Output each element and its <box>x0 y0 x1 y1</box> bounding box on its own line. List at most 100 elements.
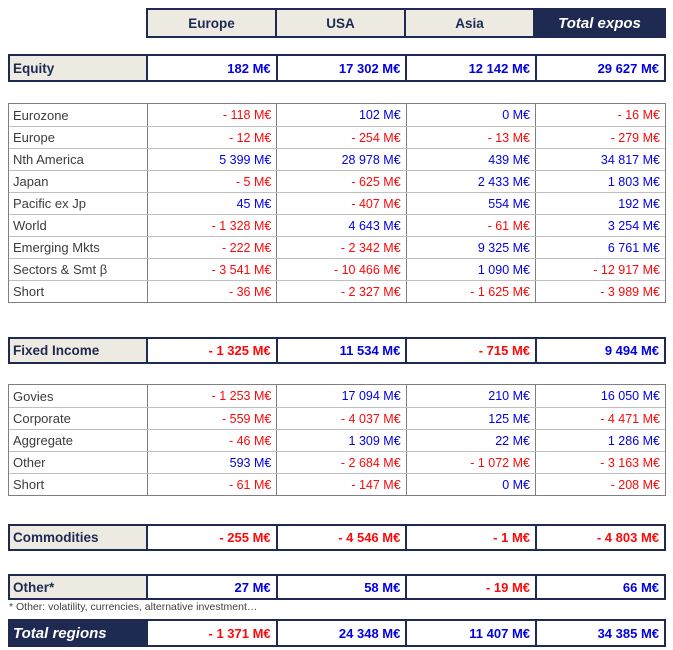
value-total: - 12 917 M€ <box>534 259 665 280</box>
value-asia: - 61 M€ <box>405 215 535 236</box>
total-regions-usa-value: 24 348 M€ <box>275 621 406 645</box>
other-usa-value: 58 M€ <box>275 576 406 598</box>
value-europe: - 3 541 M€ <box>211 262 272 277</box>
value-usa: - 2 327 M€ <box>276 281 405 302</box>
table-row: Europe - 12 M€ - 254 M€ - 13 M€ - 279 M€ <box>9 126 665 148</box>
value-europe: - 36 M€ <box>228 284 272 299</box>
fixed-income-total-value: 9 494 M€ <box>535 339 664 362</box>
value-total: 34 817 M€ <box>534 149 665 170</box>
commodities-label: Commodities <box>10 526 148 549</box>
other-total-value: 66 M€ <box>535 576 664 598</box>
row-label: Eurozone <box>9 104 148 126</box>
value-usa: - 2 342 M€ <box>276 237 405 258</box>
row-label: Aggregate <box>9 430 148 451</box>
value-usa: - 625 M€ <box>276 171 405 192</box>
value-usa: 17 094 M€ <box>276 385 405 407</box>
row-label: Sectors & Smt β <box>9 259 148 280</box>
value-total: - 16 M€ <box>534 104 665 126</box>
value-usa: - 147 M€ <box>276 474 405 495</box>
equity-total-value: 29 627 M€ <box>535 56 664 80</box>
value-europe: - 46 M€ <box>228 433 272 448</box>
table-row: Short - 36 M€ - 2 327 M€ - 1 625 M€ - 3 … <box>9 280 665 302</box>
other-summary-row: Other* 27 M€ 58 M€ - 19 M€ 66 M€ <box>8 574 666 600</box>
table-row: Other 593 M€ - 2 684 M€ - 1 072 M€ - 3 1… <box>9 451 665 473</box>
table-row: Emerging Mkts - 222 M€ - 2 342 M€ 9 325 … <box>9 236 665 258</box>
equity-summary-row: Equity 182 M€ 17 302 M€ 12 142 M€ 29 627… <box>8 54 666 82</box>
other-asia-value: - 19 M€ <box>405 576 535 598</box>
value-total: 16 050 M€ <box>534 385 665 407</box>
value-europe: - 5 M€ <box>235 174 272 189</box>
value-europe: 5 399 M€ <box>219 152 272 167</box>
value-asia: - 1 072 M€ <box>405 452 535 473</box>
total-regions-total-value: 34 385 M€ <box>535 621 664 645</box>
value-europe: - 61 M€ <box>228 477 272 492</box>
other-europe-value: 27 M€ <box>234 579 271 595</box>
value-asia: 22 M€ <box>405 430 535 451</box>
fixed-income-detail-table: Govies - 1 253 M€ 17 094 M€ 210 M€ 16 05… <box>8 384 666 496</box>
column-header-row: Europe USA Asia Total expos <box>146 8 666 38</box>
value-total: 192 M€ <box>534 193 665 214</box>
table-row: Govies - 1 253 M€ 17 094 M€ 210 M€ 16 05… <box>9 385 665 407</box>
table-row: World - 1 328 M€ 4 643 M€ - 61 M€ 3 254 … <box>9 214 665 236</box>
value-total: 6 761 M€ <box>534 237 665 258</box>
value-asia: - 13 M€ <box>405 127 535 148</box>
column-header-asia: Asia <box>404 10 533 36</box>
value-total: 1 286 M€ <box>534 430 665 451</box>
value-asia: 2 433 M€ <box>405 171 535 192</box>
total-regions-asia-value: 11 407 M€ <box>405 621 535 645</box>
value-usa: 1 309 M€ <box>276 430 405 451</box>
column-header-total-expos: Total expos <box>533 10 664 36</box>
commodities-europe-value: - 255 M€ <box>219 530 271 545</box>
column-header-europe: Europe <box>188 15 235 31</box>
value-europe: 593 M€ <box>229 455 272 470</box>
row-label: Corporate <box>9 408 148 429</box>
fixed-income-asia-value: - 715 M€ <box>405 339 535 362</box>
value-total: 3 254 M€ <box>534 215 665 236</box>
table-row: Sectors & Smt β - 3 541 M€ - 10 466 M€ 1… <box>9 258 665 280</box>
value-asia: 210 M€ <box>405 385 535 407</box>
value-europe: 45 M€ <box>236 196 272 211</box>
row-label: Europe <box>9 127 148 148</box>
value-asia: 1 090 M€ <box>405 259 535 280</box>
value-europe: - 1 328 M€ <box>211 218 272 233</box>
value-usa: - 254 M€ <box>276 127 405 148</box>
column-header-usa: USA <box>275 10 404 36</box>
value-asia: - 1 625 M€ <box>405 281 535 302</box>
commodities-asia-value: - 1 M€ <box>405 526 535 549</box>
row-label: Nth America <box>9 149 148 170</box>
value-asia: 554 M€ <box>405 193 535 214</box>
value-europe: - 12 M€ <box>228 130 272 145</box>
value-asia: 0 M€ <box>405 474 535 495</box>
commodities-usa-value: - 4 546 M€ <box>275 526 406 549</box>
value-usa: - 2 684 M€ <box>276 452 405 473</box>
value-total: - 3 163 M€ <box>534 452 665 473</box>
commodities-summary-row: Commodities - 255 M€ - 4 546 M€ - 1 M€ -… <box>8 524 666 551</box>
value-europe: - 559 M€ <box>221 411 272 426</box>
value-usa: - 407 M€ <box>276 193 405 214</box>
table-row: Eurozone - 118 M€ 102 M€ 0 M€ - 16 M€ <box>9 104 665 126</box>
table-row: Nth America 5 399 M€ 28 978 M€ 439 M€ 34… <box>9 148 665 170</box>
value-total: - 208 M€ <box>534 474 665 495</box>
other-label: Other* <box>10 576 148 598</box>
value-europe: - 222 M€ <box>221 240 272 255</box>
fixed-income-europe-value: - 1 325 M€ <box>208 343 271 358</box>
value-asia: 439 M€ <box>405 149 535 170</box>
fixed-income-label: Fixed Income <box>10 339 148 362</box>
row-label: Short <box>9 281 148 302</box>
value-asia: 0 M€ <box>405 104 535 126</box>
value-total: - 3 989 M€ <box>534 281 665 302</box>
table-row: Japan - 5 M€ - 625 M€ 2 433 M€ 1 803 M€ <box>9 170 665 192</box>
value-asia: 9 325 M€ <box>405 237 535 258</box>
value-europe: - 118 M€ <box>222 108 272 122</box>
value-asia: 125 M€ <box>405 408 535 429</box>
total-regions-europe-value: - 1 371 M€ <box>208 625 271 641</box>
equity-europe-value: 182 M€ <box>227 60 271 76</box>
value-usa: - 10 466 M€ <box>276 259 405 280</box>
fixed-income-usa-value: 11 534 M€ <box>275 339 406 362</box>
fixed-income-summary-row: Fixed Income - 1 325 M€ 11 534 M€ - 715 … <box>8 337 666 364</box>
value-usa: - 4 037 M€ <box>276 408 405 429</box>
commodities-total-value: - 4 803 M€ <box>535 526 664 549</box>
row-label: World <box>9 215 148 236</box>
other-footnote: * Other: volatility, currencies, alterna… <box>9 601 258 613</box>
